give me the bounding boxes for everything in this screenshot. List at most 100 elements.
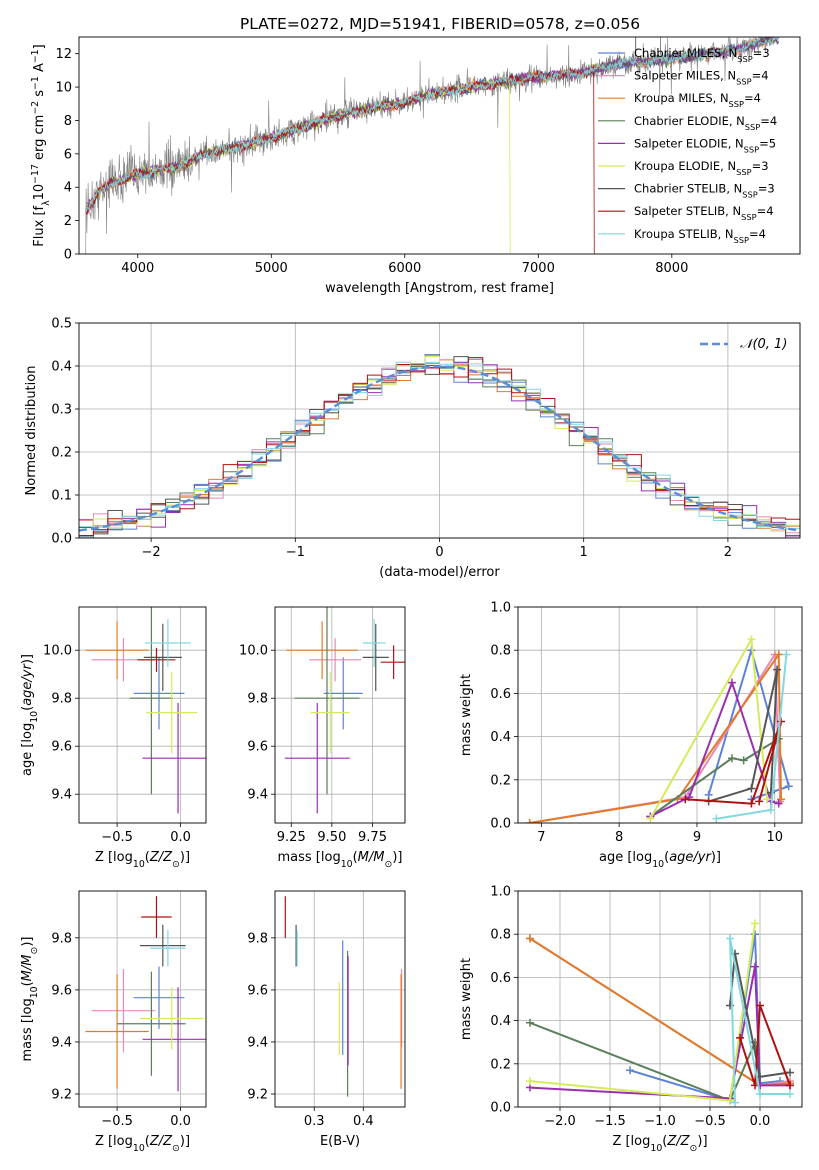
weight-marker-chabrier-stelib <box>747 784 756 793</box>
weight-marker-chabrier-miles <box>626 1066 634 1075</box>
normal-curve <box>79 365 800 532</box>
y-tick-label: 9.4 <box>51 788 72 803</box>
legend-label-kroupa-elodie: Kroupa ELODIE, NSSP=3 <box>634 159 769 177</box>
weight-marker-kroupa-elodie <box>751 919 759 928</box>
axes-frame <box>274 890 406 1108</box>
axes-frame <box>78 890 207 1108</box>
axes-frame <box>274 606 406 824</box>
y-tick-label: 0.8 <box>490 644 511 659</box>
weight-marker-kroupa-elodie <box>646 814 655 823</box>
y-tick-label: 8 <box>64 114 72 129</box>
y-axis-label: mass [log10(M/M⊙)] <box>20 937 40 1062</box>
histogram-salpeter-stelib <box>79 357 800 536</box>
weight-marker-salpeter-elodie <box>774 799 783 808</box>
spectrum-model-kroupa-stelib <box>85 37 779 213</box>
y-tick-label: 2 <box>64 214 72 229</box>
y-axis-label: Flux [fλ10−17 erg cm−2 s−1 A−1] <box>30 44 52 246</box>
weight-marker-kroupa-stelib <box>756 1090 764 1099</box>
y-tick-label: 0.1 <box>51 489 72 504</box>
legend-label-kroupa-miles: Kroupa MILES, NSSP=4 <box>634 91 761 109</box>
y-tick-label: 9.6 <box>51 983 72 998</box>
y-tick-label: 0 <box>64 248 72 263</box>
y-tick-label: 9.2 <box>51 1087 72 1102</box>
y-tick-label: 0.0 <box>51 532 72 547</box>
y-axis-label: Normed distribution <box>24 366 39 496</box>
legend-label-chabrier-elodie: Chabrier ELODIE, NSSP=4 <box>634 114 777 132</box>
x-tick-label: 7 <box>537 830 545 845</box>
x-tick-label: 6000 <box>388 261 421 276</box>
x-tick-label: 4000 <box>121 261 154 276</box>
y-axis-label: age [log10(age/yr)] <box>20 654 40 776</box>
legend-label-salpeter-stelib: Salpeter STELIB, NSSP=4 <box>634 204 774 222</box>
weight-marker-salpeter-stelib <box>747 799 756 808</box>
weight-marker-salpeter-stelib <box>756 1001 764 1010</box>
weight-marker-salpeter-stelib <box>755 797 764 806</box>
x-tick-label: 0.0 <box>170 830 191 845</box>
x-axis-label: mass [log10(M/M⊙)] <box>278 850 403 870</box>
x-axis-label: Z [log10(Z/Z⊙)] <box>95 850 190 870</box>
y-tick-label: 0.2 <box>490 1057 511 1072</box>
x-tick-label: 0.3 <box>304 1114 325 1129</box>
weight-marker-salpeter-stelib <box>786 1081 794 1090</box>
axes: −0.5 0.0 9.2 9.4 9.6 9.8 Z [log10(Z/Z⊙)] mass [… <box>20 890 207 1154</box>
x-tick-label: 8 <box>615 830 623 845</box>
legend-label-chabrier-stelib: Chabrier STELIB, NSSP=3 <box>634 182 775 200</box>
y-tick-label: 9.6 <box>247 740 268 755</box>
x-tick-label: −1.0 <box>644 1114 676 1129</box>
weight-marker-kroupa-miles <box>525 819 534 823</box>
weight-marker-kroupa-elodie <box>747 635 756 644</box>
x-tick-label: −1 <box>286 545 305 560</box>
x-axis-label: age [log10(age/yr)] <box>599 850 721 870</box>
x-tick-label: 0.0 <box>750 1114 771 1129</box>
y-axis-label: mass weight <box>459 674 474 756</box>
y-tick-label: 0.3 <box>51 403 72 418</box>
x-tick-label: 9.50 <box>317 830 346 845</box>
legend-label-kroupa-stelib: Kroupa STELIB, NSSP=4 <box>634 227 766 245</box>
axes: 0.3 0.4 9.2 9.4 9.6 9.8 E(B-V) <box>247 890 406 1149</box>
axes-frame <box>517 606 803 824</box>
weight-marker-chabrier-elodie <box>526 1018 534 1027</box>
weight-marker-kroupa-miles <box>526 934 534 943</box>
x-axis-label: Z [log10(Z/Z⊙)] <box>95 1134 190 1154</box>
weight-marker-salpeter-elodie <box>751 962 759 971</box>
y-tick-label: 1.0 <box>490 601 511 616</box>
x-tick-label: 2 <box>724 545 732 560</box>
axes: 9.25 9.50 9.75 9.4 9.6 9.8 10.0 mass [log10(M/M… <box>239 606 406 870</box>
y-tick-label: 9.4 <box>247 1035 268 1050</box>
axes-frame <box>517 890 803 1108</box>
x-axis-label: Z [log10(Z/Z⊙)] <box>612 1134 707 1154</box>
plot-area <box>525 635 793 823</box>
weight-marker-salpeter-elodie <box>727 678 736 687</box>
y-tick-label: 9.8 <box>51 692 72 707</box>
weight-line-chabrier-stelib <box>708 669 779 803</box>
axes-frame <box>78 322 801 539</box>
legend-label-salpeter-miles: Salpeter MILES, NSSP=4 <box>634 69 769 87</box>
weight-marker-kroupa-elodie <box>762 795 771 804</box>
weight-line-kroupa-stelib <box>729 938 790 1103</box>
weight-marker-kroupa-stelib <box>731 1098 739 1107</box>
x-tick-label: 9 <box>693 830 701 845</box>
y-tick-label: 0.6 <box>490 687 511 702</box>
weight-marker-chabrier-stelib <box>786 1068 794 1077</box>
y-tick-label: 0.6 <box>490 971 511 986</box>
axes: −2.0 −1.5 −1.0 −0.5 0.0 0.0 0.2 0.4 0.6 0.8 1.0 Z [… <box>459 885 803 1154</box>
figure-title: PLATE=0272, MJD=51941, FIBERID=0578, z=0… <box>240 15 640 33</box>
y-tick-label: 9.2 <box>247 1087 268 1102</box>
y-tick-label: 12 <box>55 47 72 62</box>
y-tick-label: 0.4 <box>490 1014 511 1029</box>
x-tick-label: −0.5 <box>101 830 133 845</box>
weight-marker-chabrier-elodie <box>739 756 748 765</box>
y-tick-label: 10 <box>55 81 72 96</box>
y-tick-label: 0.0 <box>490 817 511 832</box>
spectrum-data-line <box>85 37 767 254</box>
spectrum-model-kroupa-elodie <box>85 79 511 254</box>
plot-area <box>85 37 780 254</box>
axes: −0.5 0.0 9.4 9.6 9.8 10.0 Z [log10(Z/Z⊙)] age [… <box>20 606 207 870</box>
y-tick-label: 0.0 <box>490 1101 511 1116</box>
weight-line-salpeter-stelib <box>685 721 782 805</box>
x-tick-label: 8000 <box>655 261 688 276</box>
weight-marker-kroupa-elodie <box>726 1096 734 1105</box>
y-tick-label: 6 <box>64 147 72 162</box>
spectrum-model-salpeter-stelib <box>85 65 595 254</box>
y-tick-label: 9.8 <box>247 931 268 946</box>
